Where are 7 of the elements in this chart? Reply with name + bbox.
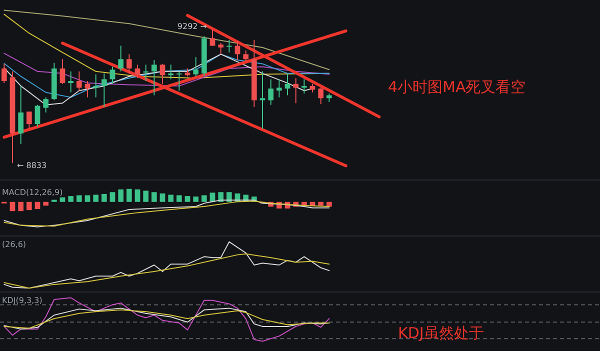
annotation: KDJ虽然处于 — [398, 324, 484, 342]
annotation: ← 8833 — [17, 161, 47, 170]
annotation: 4小时图MA死叉看空 — [388, 78, 526, 96]
annotation: 9292 → — [177, 22, 208, 31]
chart-title: KDJ(9,3,3) — [2, 296, 42, 305]
chart-title: (26,6) — [2, 240, 26, 249]
chart-title: MACD(12,26,9) — [2, 188, 63, 197]
